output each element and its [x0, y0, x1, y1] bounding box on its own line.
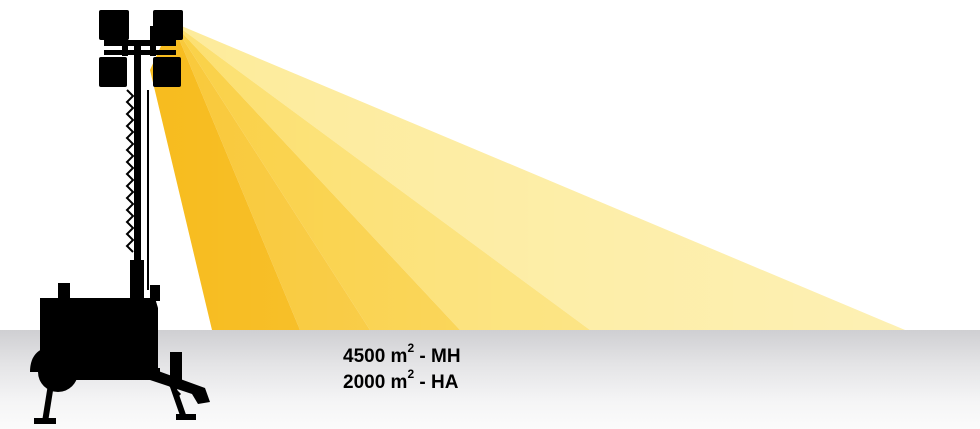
floodlight-lamp-icon — [99, 10, 129, 40]
coverage-ha-exponent: 2 — [407, 367, 415, 381]
coverage-ha: 2000 m2 - HA — [343, 367, 461, 396]
coverage-specs: 4500 m2 - MH 2000 m2 - HA — [343, 341, 461, 396]
coverage-mh-label: - MH — [414, 346, 461, 367]
floodlight-lamp-icon — [153, 57, 181, 87]
coverage-mh-value: 4500 m — [343, 346, 408, 367]
coverage-ha-value: 2000 m — [343, 372, 408, 393]
coverage-mh: 4500 m2 - MH — [343, 341, 461, 370]
coverage-mh-exponent: 2 — [407, 341, 415, 355]
floodlight-lamp-icon — [99, 57, 127, 87]
floodlight-lamp-icon — [153, 10, 183, 40]
beam-fade-overlay — [150, 22, 905, 330]
coverage-ha-label: - HA — [414, 372, 459, 393]
